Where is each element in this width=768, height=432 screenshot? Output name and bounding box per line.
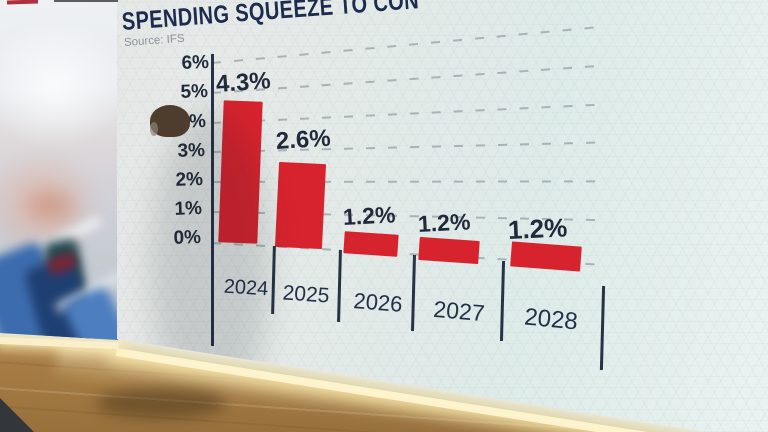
bar-value-label-2026: 1.2% bbox=[342, 201, 397, 230]
bar-2026 bbox=[343, 231, 399, 257]
screen-top-edge bbox=[54, 0, 118, 2]
bar-value-label-2028: 1.2% bbox=[507, 212, 568, 245]
presenter-hair-gray bbox=[150, 122, 158, 136]
x-tick-5 bbox=[599, 285, 605, 371]
presenter-floor-shadow bbox=[96, 388, 226, 418]
y-tick-label-5%: 5% bbox=[180, 80, 209, 103]
bar-2025 bbox=[274, 161, 327, 250]
bar-2027 bbox=[418, 236, 480, 265]
bar-value-label-2027: 1.2% bbox=[417, 208, 472, 237]
x-tick-4 bbox=[499, 260, 505, 342]
y-axis-line bbox=[211, 54, 214, 346]
year-label-2027: 2027 bbox=[432, 295, 486, 327]
year-label-2028: 2028 bbox=[523, 303, 579, 336]
blurred-highlight bbox=[0, 20, 118, 150]
floor-edge-wedge bbox=[0, 398, 34, 432]
chart-title: SPENDING SQUEEZE TO CON bbox=[120, 0, 420, 36]
blurred-finger-image bbox=[18, 182, 84, 230]
gridline-3% bbox=[211, 141, 604, 153]
bar-value-label-2025: 2.6% bbox=[275, 124, 332, 155]
bar-2028 bbox=[510, 241, 582, 272]
year-label-2025: 2025 bbox=[281, 281, 331, 308]
gridline-6% bbox=[211, 25, 603, 64]
y-tick-label-6%: 6% bbox=[181, 51, 210, 74]
year-label-2026: 2026 bbox=[352, 288, 404, 317]
bar-value-label-2024: 4.3% bbox=[215, 67, 272, 98]
left-video-screen bbox=[0, 0, 118, 340]
gridline-2% bbox=[211, 180, 605, 183]
presenter-face bbox=[154, 111, 187, 156]
gridline-4% bbox=[211, 103, 604, 124]
